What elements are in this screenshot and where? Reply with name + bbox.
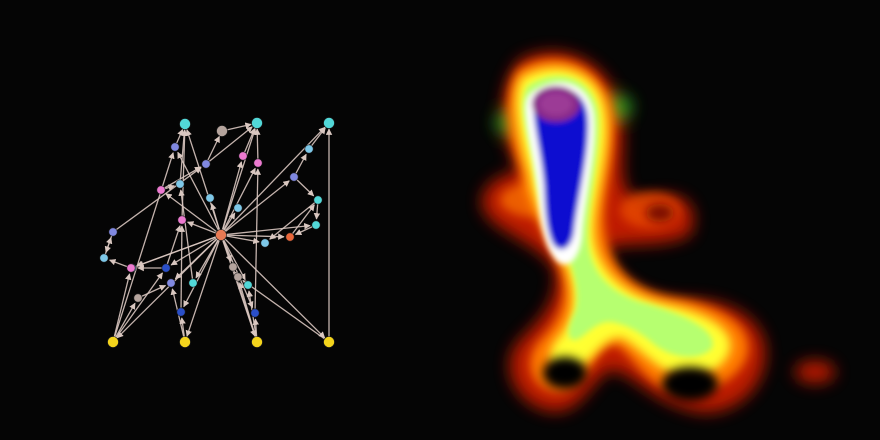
graph-node-hub <box>215 229 227 241</box>
graph-edge <box>242 127 256 157</box>
graph-node-a8 <box>205 193 215 203</box>
graph-node-a4 <box>253 158 263 168</box>
graph-node-a25 <box>243 280 253 290</box>
graph-edge <box>183 234 222 308</box>
graph-edge <box>205 126 253 165</box>
graph-edge <box>178 189 194 284</box>
graph-node-a13 <box>289 172 299 182</box>
graph-node-t4 <box>323 117 335 129</box>
graph-node-a2 <box>201 159 211 169</box>
graph-node-b2 <box>179 336 191 348</box>
graph-edge <box>112 272 164 343</box>
graph-node-a6 <box>304 144 314 154</box>
heatmap-holes <box>543 204 718 401</box>
graph-nodes <box>99 117 335 348</box>
graph-node-a1 <box>170 142 180 152</box>
graph-edge <box>112 273 132 343</box>
graph-node-t2 <box>216 125 228 137</box>
graph-node-a22 <box>166 278 176 288</box>
graph-node-a11 <box>177 215 187 225</box>
graph-edge <box>112 302 136 343</box>
graph-edge <box>160 166 202 191</box>
directed-graph-panel <box>99 117 335 348</box>
graph-node-a24 <box>228 262 238 272</box>
graph-edge <box>293 176 315 197</box>
graph-edge <box>205 135 220 165</box>
graph-edge <box>112 152 175 343</box>
graph-edge <box>254 128 261 164</box>
density-heatmap-panel <box>481 52 835 413</box>
graph-node-a20 <box>161 263 171 273</box>
graph-edge <box>220 180 290 236</box>
graph-edge <box>185 234 222 337</box>
graph-edge <box>220 167 256 236</box>
graph-edge <box>254 168 262 314</box>
graph-node-a26 <box>233 272 243 282</box>
graph-edge <box>165 225 182 269</box>
graph-node-b3 <box>251 336 263 348</box>
graph-edge <box>178 225 186 313</box>
graph-node-a7 <box>156 185 166 195</box>
graph-node-a10 <box>233 203 243 213</box>
graph-node-a23 <box>188 278 198 288</box>
graph-node-a14 <box>260 238 270 248</box>
graph-edge <box>220 161 243 236</box>
graph-edge <box>289 204 315 238</box>
graph-node-a9 <box>108 227 118 237</box>
graph-edge <box>242 279 330 343</box>
graph-node-a19 <box>126 263 136 273</box>
graph-node-a12 <box>311 220 321 230</box>
graph-edge <box>136 234 222 267</box>
graph-node-t1 <box>179 118 191 130</box>
graph-node-a16 <box>99 253 109 263</box>
heatmap-core-layer <box>525 82 595 265</box>
graph-edge <box>170 234 222 266</box>
graph-node-a5 <box>175 179 185 189</box>
graph-edge <box>220 234 326 339</box>
graph-node-b1 <box>107 336 119 348</box>
graph-edge <box>137 284 167 299</box>
graph-edge <box>165 193 222 236</box>
graph-node-b4 <box>323 336 335 348</box>
graph-edge <box>177 151 222 236</box>
graph-edge <box>220 223 311 236</box>
graph-node-a3 <box>238 151 248 161</box>
graph-node-a21 <box>133 293 143 303</box>
graph-node-t3 <box>251 117 263 129</box>
graph-node-a27 <box>250 308 260 318</box>
graph-edge <box>179 129 188 185</box>
graph-edge <box>220 234 260 245</box>
graph-edge <box>112 167 202 233</box>
graph-node-a15 <box>313 195 323 205</box>
graph-node-a28 <box>176 307 186 317</box>
graph-node-a17 <box>285 232 295 242</box>
graph-edges <box>103 122 333 343</box>
graph-edge <box>220 128 257 236</box>
graph-edge <box>186 221 222 236</box>
